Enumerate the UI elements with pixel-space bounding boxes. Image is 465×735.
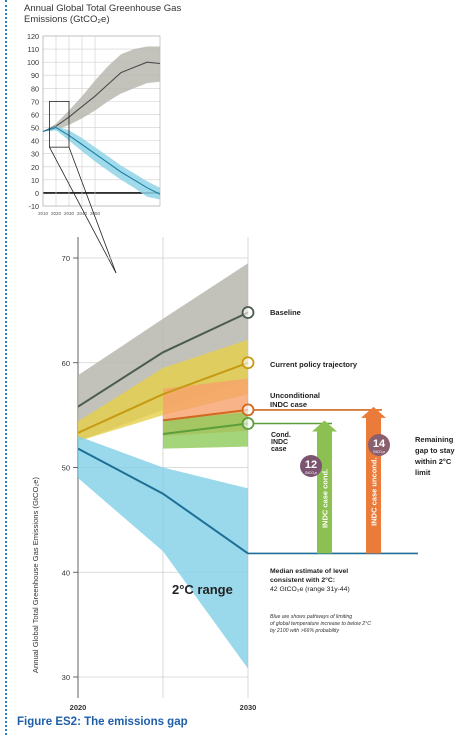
label-note: of global temperature increase to below …: [270, 621, 371, 627]
gap-bar-conditional: [317, 427, 332, 554]
label-2c-range: 2°C range: [172, 582, 233, 597]
main-series-band: [163, 412, 248, 449]
series-end-marker: [241, 417, 255, 430]
gap-bar-conditional-arrowhead: [312, 420, 337, 432]
inset-x-tick-label: 2040: [77, 211, 88, 216]
label-remaining-gap: within 2°C: [414, 457, 452, 466]
inset-y-tick-label: -10: [29, 202, 39, 211]
inset-y-tick-label: 50: [31, 124, 39, 133]
label-current-policy: Current policy trajectory: [270, 360, 358, 369]
inset-y-tick-label: 80: [31, 84, 39, 93]
label-unconditional-indc: INDC case: [270, 400, 307, 409]
main-x-tick-label: 2030: [240, 703, 257, 712]
page-margin-dotted-line: [5, 0, 7, 735]
main-y-tick-label: 30: [62, 673, 70, 682]
gap-value-conditional-unit: GtCO₂e: [305, 471, 317, 475]
inset-y-tick-label: 60: [31, 110, 39, 119]
main-y-tick-label: 60: [62, 359, 70, 368]
inset-zoom-box: [49, 100, 70, 148]
main-series-line: [77, 311, 249, 408]
inset-y-tick-label: 0: [35, 189, 39, 198]
inset-y-tick-label: 120: [27, 32, 39, 41]
inset-y-tick-label: 90: [31, 71, 39, 80]
main-series-band: [78, 436, 248, 669]
label-note: by 2100 with >66% probability: [270, 628, 339, 634]
gap-value-unconditional-unit: GtCO₂e: [373, 450, 385, 454]
inset-x-tick-label: 2030: [64, 211, 75, 216]
main-y-tick-label: 40: [62, 568, 70, 577]
main-y-tick-label: 50: [62, 464, 70, 473]
inset-y-tick-label: 70: [31, 97, 39, 106]
inset-series-band: [43, 126, 160, 200]
label-conditional-indc: case: [271, 446, 287, 453]
label-note: Blue are shows pathways of limiting: [270, 614, 352, 620]
inset-y-tick-label: 110: [28, 45, 39, 54]
gap-bar-conditional-label: INDC case cond.: [321, 469, 330, 528]
inset-y-tick-label: 40: [31, 137, 39, 146]
label-conditional-indc: INDC: [271, 439, 288, 446]
gap-bar-unconditional-label: INDC case uncond.: [370, 457, 379, 525]
inset-plot-frame: [42, 35, 161, 207]
inset-x-tick-label: 2050: [90, 211, 101, 216]
gap-value-circle-conditional: [300, 455, 322, 477]
main-series-line: [77, 447, 249, 555]
inset-series-line: [42, 126, 161, 195]
label-median-estimate: 42 GtCO₂e (range 31y-44): [270, 586, 350, 593]
main-y-tick-label: 70: [62, 254, 70, 263]
zoom-connector-line: [49, 146, 117, 274]
gap-value-unconditional: 14: [373, 438, 386, 450]
label-remaining-gap: gap to stay: [415, 446, 455, 455]
main-series-line: [162, 408, 249, 422]
zoom-connector-line: [68, 147, 117, 274]
label-conditional-indc: Cond.: [271, 432, 291, 439]
label-remaining-gap: limit: [415, 468, 431, 477]
main-x-tick-label: 2020: [70, 703, 87, 712]
series-end-marker: [241, 306, 255, 319]
inset-x-tick-label: 2020: [51, 211, 62, 216]
label-remaining-gap: Remaining: [415, 435, 454, 444]
gap-bar-unconditional-arrowhead: [361, 406, 386, 418]
series-end-marker: [241, 403, 255, 417]
main-series-line: [162, 422, 249, 435]
label-baseline: Baseline: [270, 308, 301, 317]
inset-chart-title: Annual Global Total Greenhouse Gas Emiss…: [24, 3, 182, 25]
label-median-estimate: consistent with 2°C:: [270, 576, 335, 584]
main-y-axis-label: Annual Global Total Greenhouse Gas Emiss…: [31, 476, 40, 673]
gap-value-circle-unconditional: [368, 434, 390, 456]
inset-series-band: [43, 46, 160, 132]
main-series-line: [77, 361, 249, 434]
inset-y-tick-label: 10: [31, 176, 39, 185]
label-median-estimate: Median estimate of level: [270, 568, 348, 575]
inset-y-tick-label: 30: [31, 150, 39, 159]
inset-y-tick-label: 20: [31, 163, 39, 172]
inset-y-tick-label: 100: [27, 58, 39, 67]
inset-series-line: [42, 61, 161, 133]
gap-value-conditional: 12: [305, 459, 317, 471]
label-unconditional-indc: Unconditional: [270, 391, 320, 400]
series-end-marker: [241, 356, 255, 370]
figure-caption: Figure ES2: The emissions gap: [17, 716, 188, 728]
inset-x-tick-label: 2010: [38, 211, 49, 216]
